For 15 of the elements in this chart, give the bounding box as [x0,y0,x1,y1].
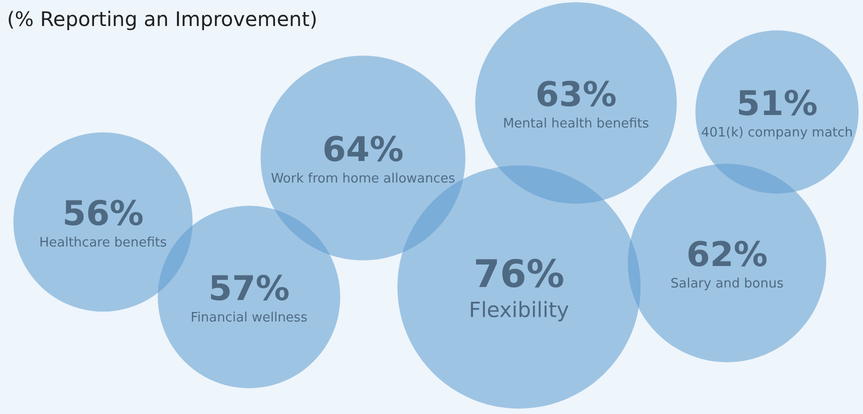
category-label: Financial wellness [190,310,308,326]
data-label: 62% [686,235,768,275]
data-label: 76% [474,252,564,296]
data-label: 56% [62,194,144,234]
data-label: 57% [208,269,290,309]
data-label: 63% [535,75,617,115]
category-label: Flexibility [468,298,570,322]
category-label: Mental health benefits [502,116,650,132]
data-label: 64% [322,130,404,170]
data-label: 51% [736,84,818,124]
text: (% Reporting an Improvement) [7,7,318,31]
category-label: Work from home allowances [270,172,456,186]
category-label: 401(k) company match [701,126,853,140]
category-label: Healthcare benefits [39,236,167,250]
category-label: Salary and bonus [670,276,784,292]
